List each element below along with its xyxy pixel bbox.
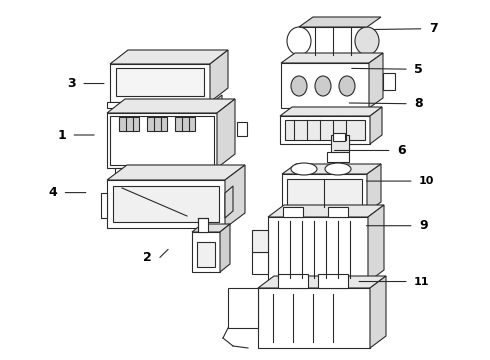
Polygon shape [369,53,383,108]
Polygon shape [147,117,167,131]
Polygon shape [198,218,208,232]
Text: 7: 7 [429,22,438,35]
Polygon shape [107,99,235,113]
Polygon shape [327,135,349,162]
Polygon shape [258,288,370,348]
Polygon shape [368,205,384,282]
Polygon shape [370,107,382,144]
Polygon shape [258,276,386,288]
Ellipse shape [315,76,331,96]
Text: 5: 5 [414,63,423,76]
Polygon shape [220,224,230,272]
Polygon shape [157,168,177,176]
Text: 11: 11 [414,276,430,287]
Polygon shape [282,174,367,212]
Polygon shape [268,205,384,217]
Polygon shape [331,135,349,152]
Ellipse shape [339,76,355,96]
Polygon shape [299,27,367,55]
Text: 9: 9 [419,219,428,232]
Text: 10: 10 [419,176,434,186]
Polygon shape [328,207,348,217]
Polygon shape [367,164,381,212]
Polygon shape [299,17,381,27]
Polygon shape [116,68,204,96]
Text: 3: 3 [67,77,76,90]
Polygon shape [228,288,258,328]
Ellipse shape [325,163,351,175]
Polygon shape [115,168,135,176]
Ellipse shape [291,163,317,175]
Polygon shape [113,186,219,222]
Polygon shape [210,50,228,102]
Polygon shape [175,117,195,131]
Polygon shape [283,207,303,217]
Polygon shape [119,117,139,131]
Text: 4: 4 [49,186,57,199]
Polygon shape [289,120,361,128]
Polygon shape [110,50,228,64]
Text: 8: 8 [414,97,423,110]
Polygon shape [287,179,362,207]
Polygon shape [281,63,369,108]
Polygon shape [281,53,383,63]
Text: 1: 1 [57,129,66,141]
Polygon shape [237,122,247,136]
Ellipse shape [287,27,311,55]
Polygon shape [217,99,235,168]
Polygon shape [333,133,345,141]
Polygon shape [370,276,386,348]
Polygon shape [252,252,268,274]
Polygon shape [225,165,245,228]
Polygon shape [280,107,382,116]
Polygon shape [289,108,361,120]
Polygon shape [213,95,222,108]
Polygon shape [107,165,245,180]
Polygon shape [268,217,368,282]
Polygon shape [107,113,217,168]
Polygon shape [280,116,370,144]
Polygon shape [285,120,365,140]
Polygon shape [192,224,230,232]
Polygon shape [192,168,212,176]
Polygon shape [383,73,395,90]
Polygon shape [282,164,381,174]
Polygon shape [107,102,213,108]
Polygon shape [110,64,210,102]
Ellipse shape [355,27,379,55]
Polygon shape [197,242,215,267]
Polygon shape [318,274,348,288]
Polygon shape [278,274,308,288]
Polygon shape [225,186,233,218]
Polygon shape [192,232,220,272]
Text: 6: 6 [397,144,406,157]
Polygon shape [107,180,225,228]
Ellipse shape [291,76,307,96]
Text: 2: 2 [143,251,152,264]
Polygon shape [252,230,268,252]
Polygon shape [101,193,107,218]
